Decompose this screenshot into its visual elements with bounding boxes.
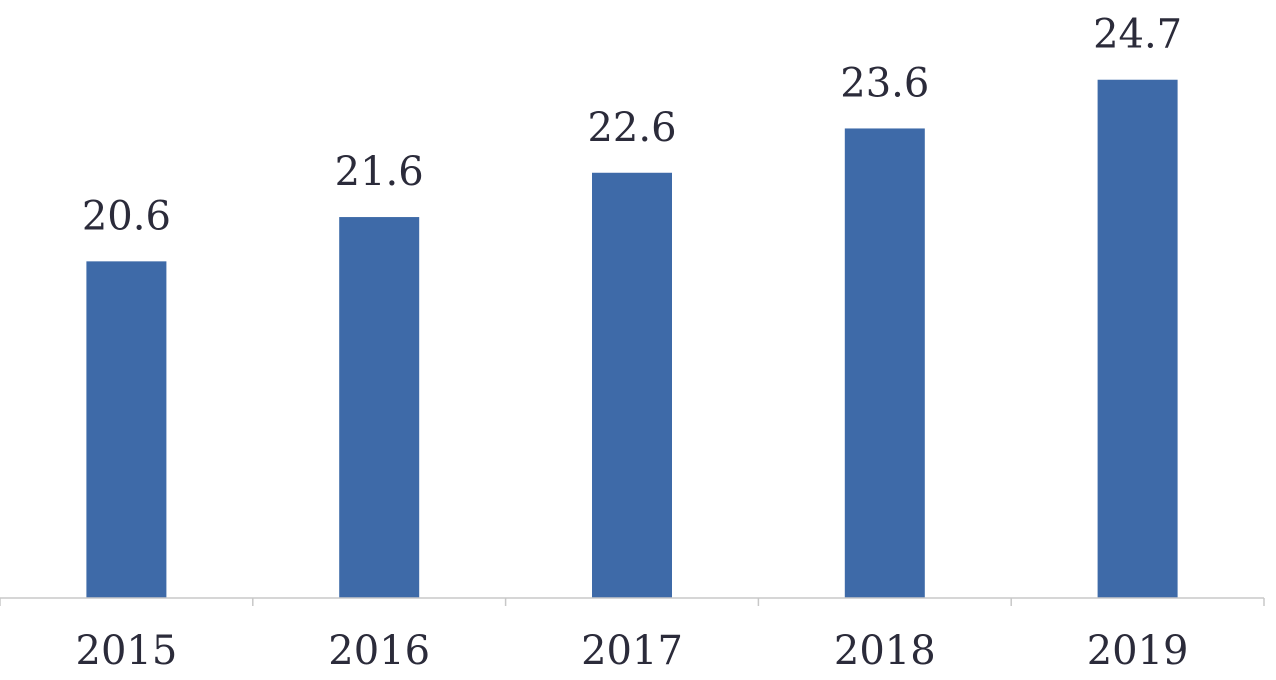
x-tick-labels-layer: 2015 2016 2017 2018 2019 bbox=[76, 628, 1189, 674]
x-tick-label-2019: 2019 bbox=[1087, 628, 1189, 674]
data-label-2016: 21.6 bbox=[335, 149, 424, 195]
bar-2019 bbox=[1097, 79, 1178, 598]
bar-2018 bbox=[844, 128, 925, 598]
x-tick-label-2015: 2015 bbox=[76, 628, 178, 674]
x-tick-label-2017: 2017 bbox=[581, 628, 683, 674]
data-labels-layer: 20.6 21.6 22.6 23.6 24.7 bbox=[82, 12, 1182, 240]
bar-2015 bbox=[86, 261, 167, 598]
bar-2016 bbox=[339, 217, 420, 598]
data-label-2019: 24.7 bbox=[1093, 12, 1182, 58]
x-axis bbox=[0, 597, 1265, 606]
bars-layer bbox=[86, 79, 1178, 598]
data-label-2017: 22.6 bbox=[587, 105, 676, 151]
data-label-2015: 20.6 bbox=[82, 193, 171, 239]
x-tick-label-2018: 2018 bbox=[834, 628, 936, 674]
bar-2017 bbox=[592, 172, 672, 598]
x-tick-label-2016: 2016 bbox=[328, 628, 430, 674]
data-label-2018: 23.6 bbox=[840, 60, 929, 106]
